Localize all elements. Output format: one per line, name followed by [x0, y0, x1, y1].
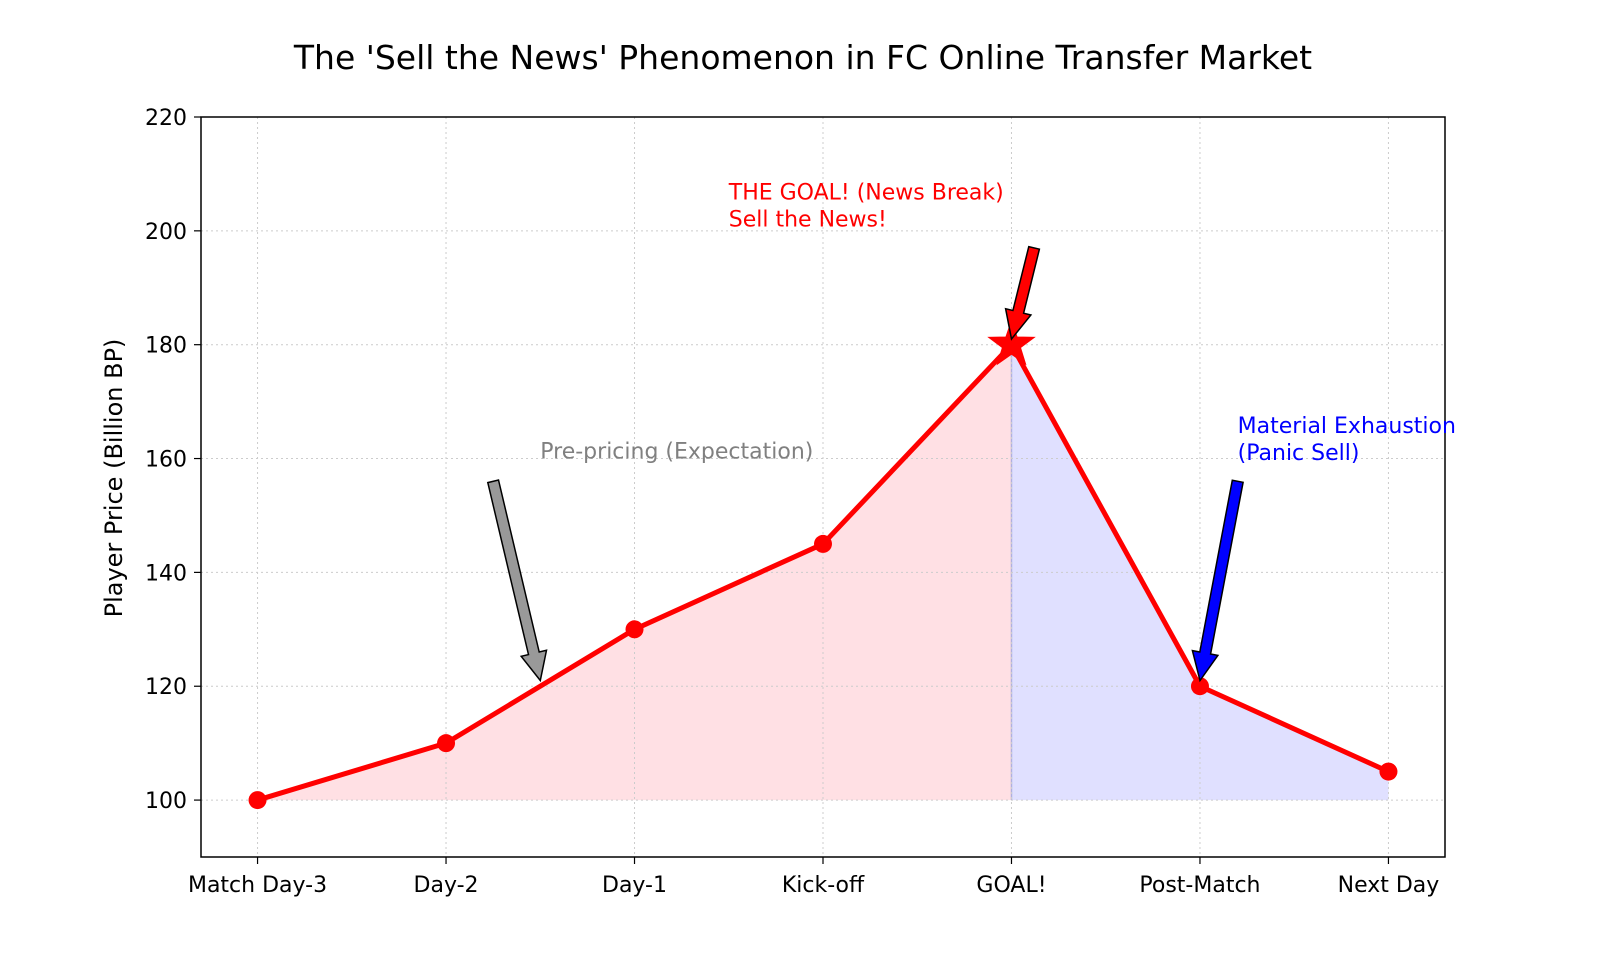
x-tick-label: Day-2 — [414, 873, 479, 898]
x-tick-label: Kick-off — [782, 873, 865, 898]
x-tick-label: GOAL! — [976, 873, 1046, 898]
y-tick-label: 100 — [145, 789, 187, 814]
y-tick-label: 160 — [145, 448, 187, 473]
y-tick-label: 180 — [145, 334, 187, 359]
annotation-text-2: Material Exhaustion — [1238, 414, 1456, 439]
y-axis-label: Player Price (Billion BP) — [100, 339, 128, 618]
x-tick-label: Next Day — [1338, 873, 1440, 898]
data-point — [814, 534, 832, 553]
chart-title: The 'Sell the News' Phenomenon in FC Onl… — [293, 38, 1312, 77]
y-tick-label: 200 — [145, 220, 187, 245]
annotation-text-1: Sell the News! — [729, 208, 887, 233]
data-point — [437, 734, 456, 753]
data-point — [625, 620, 644, 639]
annotation-arrow-2 — [1191, 479, 1244, 683]
annotation-text-2: (Panic Sell) — [1238, 441, 1360, 466]
x-tick-label: Post-Match — [1139, 873, 1260, 898]
annotation-text-1: THE GOAL! (News Break) — [728, 181, 1004, 206]
y-tick-label: 140 — [145, 561, 187, 586]
annotation-text-0: Pre-pricing (Expectation) — [540, 440, 813, 465]
data-point — [1379, 762, 1398, 781]
x-tick-label: Match Day-3 — [188, 873, 327, 898]
data-point — [1190, 677, 1209, 696]
data-point — [248, 791, 267, 810]
y-tick-label: 120 — [145, 675, 187, 700]
data-point-star — [987, 319, 1036, 366]
annotation-arrow-1 — [1004, 245, 1041, 341]
annotation-arrow-0 — [486, 479, 548, 683]
x-tick-label: Day-1 — [602, 873, 667, 898]
y-tick-label: 220 — [145, 106, 187, 131]
fill-region-1 — [1011, 344, 1389, 801]
